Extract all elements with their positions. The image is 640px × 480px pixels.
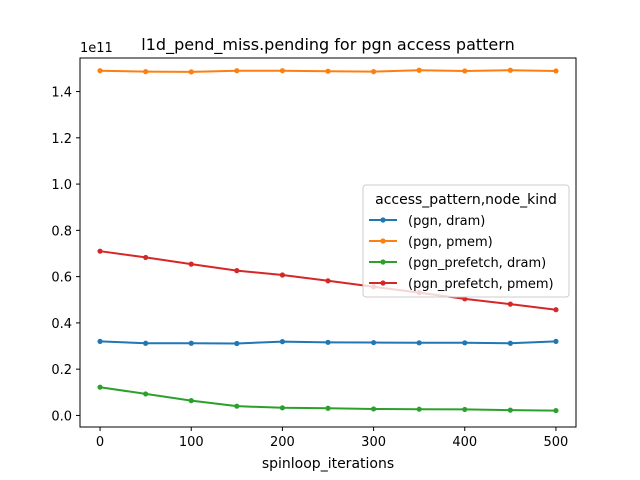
y-tick-label: 0.0 xyxy=(51,409,72,424)
data-point xyxy=(370,406,377,412)
data-point xyxy=(325,68,331,74)
data-point xyxy=(143,340,149,346)
data-point xyxy=(188,261,194,267)
data-point xyxy=(234,268,240,274)
chart-title: l1d_pend_miss.pending for pgn access pat… xyxy=(141,35,514,55)
legend-swatch-marker xyxy=(380,280,386,286)
legend-label: (pgn_prefetch, dram) xyxy=(408,256,546,271)
data-point xyxy=(462,296,468,302)
data-point xyxy=(325,339,331,345)
legend-label: (pgn, pmem) xyxy=(408,235,493,250)
y-axis-ticks: 0.0 0.2 0.4 0.6 0.8 1.0 1.2 1.4 xyxy=(51,86,80,424)
data-point xyxy=(279,339,286,345)
data-point xyxy=(325,278,331,284)
legend-swatch-marker xyxy=(380,217,386,223)
legend-swatch-marker xyxy=(380,259,386,265)
y-tick-label: 0.2 xyxy=(51,363,72,378)
data-point xyxy=(234,340,240,347)
data-point xyxy=(370,69,377,75)
data-point xyxy=(97,248,103,254)
data-point xyxy=(97,384,103,390)
data-point xyxy=(97,338,103,344)
y-tick-label: 0.6 xyxy=(51,271,72,286)
y-tick-label: 0.8 xyxy=(51,224,72,239)
x-tick-label: 400 xyxy=(452,435,477,450)
x-axis-label: spinloop_iterations xyxy=(262,456,394,472)
legend-entries: (pgn, dram) (pgn, pmem) (pgn_prefetch, dra… xyxy=(369,214,554,292)
data-point xyxy=(188,398,194,404)
data-point xyxy=(507,67,513,73)
data-point xyxy=(143,254,149,261)
legend-label: (pgn, dram) xyxy=(408,214,485,229)
x-tick-label: 300 xyxy=(361,435,386,450)
plot-series xyxy=(97,67,559,414)
x-tick-label: 0 xyxy=(96,435,104,450)
x-axis-ticks: 0 100 200 300 400 500 xyxy=(96,427,568,450)
data-point xyxy=(188,340,194,346)
data-point xyxy=(97,68,103,74)
data-point xyxy=(553,338,559,344)
y-tick-label: 1.4 xyxy=(51,86,72,101)
data-point xyxy=(370,339,377,346)
data-point xyxy=(143,391,149,397)
data-point xyxy=(507,340,513,346)
data-point xyxy=(188,69,194,75)
data-point xyxy=(279,272,286,278)
y-tick-label: 1.0 xyxy=(51,178,72,193)
data-point xyxy=(462,68,468,74)
data-point xyxy=(143,69,149,75)
x-tick-label: 200 xyxy=(270,435,295,450)
plot-frame xyxy=(79,57,577,428)
data-point xyxy=(553,307,559,313)
data-point xyxy=(279,68,286,74)
data-point xyxy=(234,68,240,74)
data-point xyxy=(234,403,240,409)
legend-label: (pgn_prefetch, pmem) xyxy=(408,277,554,292)
data-point xyxy=(279,405,286,411)
data-point xyxy=(553,407,559,414)
y-offset-label: 1e11 xyxy=(80,41,113,56)
data-point xyxy=(462,340,468,346)
data-point xyxy=(416,67,422,73)
data-point xyxy=(553,68,559,74)
data-point xyxy=(507,301,513,307)
data-point xyxy=(416,340,422,346)
legend: access_pattern,node_kind (pgn, dram)(pgn… xyxy=(362,184,570,298)
legend-box xyxy=(362,184,570,298)
y-tick-label: 1.2 xyxy=(51,132,72,147)
data-point xyxy=(462,406,468,413)
data-point xyxy=(325,405,331,411)
legend-title: access_pattern,node_kind xyxy=(375,192,557,208)
x-tick-label: 100 xyxy=(179,435,204,450)
data-point xyxy=(507,407,513,413)
data-point xyxy=(416,406,422,412)
x-tick-label: 500 xyxy=(544,435,569,450)
y-tick-label: 0.4 xyxy=(51,317,72,332)
legend-swatch-marker xyxy=(380,238,386,244)
